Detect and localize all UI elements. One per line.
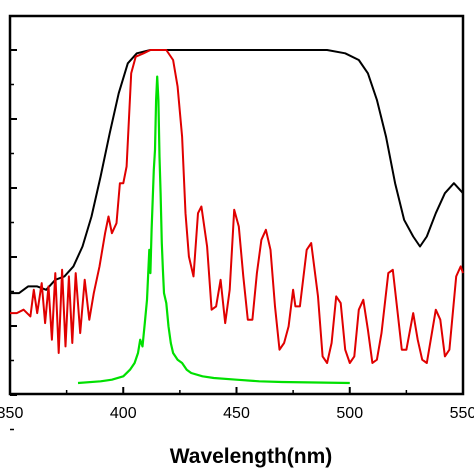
x-tick-label: 500	[336, 405, 363, 422]
axes	[8, 14, 465, 431]
series-line-2	[10, 49, 464, 364]
series-line-3	[77, 75, 350, 385]
x-tick-label: 450	[223, 405, 250, 422]
plot-frame	[8, 14, 465, 396]
x-tick-label: 350	[0, 405, 23, 422]
x-tick-label: 550	[450, 405, 474, 422]
x-tick-labels: 350 400 450 500 550	[0, 405, 474, 422]
series-group	[10, 49, 464, 385]
x-tick-label: 400	[110, 405, 137, 422]
x-axis-title: Wavelength(nm)	[170, 445, 333, 468]
series-line-1	[10, 49, 464, 295]
